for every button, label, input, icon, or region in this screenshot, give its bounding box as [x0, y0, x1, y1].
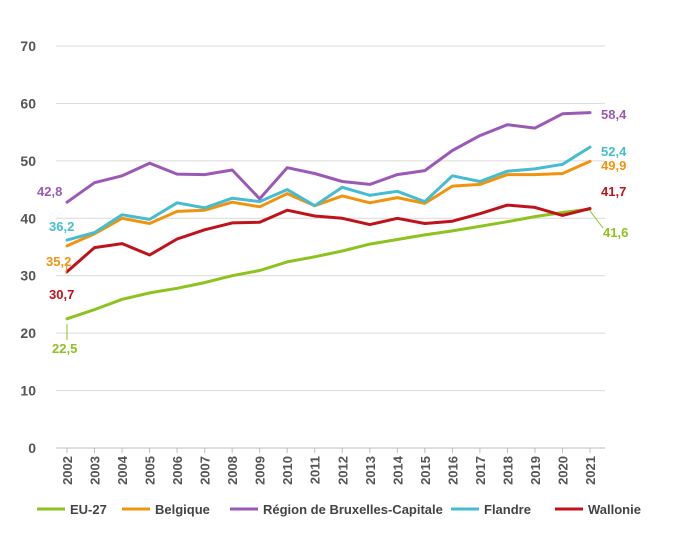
legend-label: Région de Bruxelles-Capitale — [263, 502, 443, 517]
legend-label: Flandre — [484, 502, 531, 517]
y-tick-label: 40 — [20, 210, 36, 226]
series-line-eu-27 — [65, 207, 592, 321]
legend-label: Wallonie — [588, 502, 641, 517]
x-tick-label: 2014 — [390, 455, 405, 485]
data-label: 36,2 — [49, 219, 74, 234]
y-tick-label: 20 — [20, 325, 36, 341]
y-tick-label: 70 — [20, 38, 36, 54]
y-axis: 0 10 20 30 40 50 60 70 — [20, 38, 36, 456]
x-tick-label: 2018 — [500, 456, 515, 485]
y-tick-label: 50 — [20, 153, 36, 169]
leader-line — [589, 210, 604, 229]
x-tick-label: 2015 — [418, 456, 433, 485]
legend: EU-27 Belgique Région de Bruxelles-Capital… — [37, 502, 641, 517]
x-tick-label: 2005 — [143, 456, 158, 485]
x-tick-label: 2016 — [445, 456, 460, 485]
x-tick-label: 2004 — [115, 455, 130, 485]
data-label: 58,4 — [601, 107, 627, 122]
legend-label: EU-27 — [70, 502, 107, 517]
leader-line — [65, 263, 68, 275]
data-label: 52,4 — [601, 144, 627, 159]
x-tick-label: 2002 — [60, 456, 75, 485]
data-label: 22,5 — [52, 341, 77, 356]
data-label: 35,2 — [46, 254, 71, 269]
y-tick-label: 0 — [28, 440, 36, 456]
x-tick-label: 2007 — [198, 456, 213, 485]
x-tick-label: 2021 — [583, 456, 598, 485]
x-tick-label: 2008 — [225, 456, 240, 485]
x-tick-label: 2017 — [473, 456, 488, 485]
x-tick-label: 2006 — [170, 456, 185, 485]
series-line-r-gion-de-bruxelles-capitale — [65, 111, 592, 204]
series-line-flandre — [65, 145, 592, 242]
y-tick-label: 30 — [20, 268, 36, 284]
x-tick-label: 2011 — [308, 456, 323, 484]
data-label: 41,6 — [603, 225, 628, 240]
legend-label: Belgique — [155, 502, 210, 517]
x-tick-label: 2013 — [363, 456, 378, 485]
y-tick-label: 60 — [20, 95, 36, 111]
data-label: 49,9 — [601, 158, 626, 173]
data-label: 41,7 — [601, 184, 626, 199]
y-tick-label: 10 — [20, 383, 36, 399]
series-line-wallonie — [65, 203, 592, 274]
data-labels: 42,8 36,2 35,2 30,7 22,5 58,4 52,449,9 41,7 41,6 — [37, 107, 628, 356]
data-label: 42,8 — [37, 184, 62, 199]
x-tick-label: 2012 — [335, 456, 350, 485]
x-tick-label: 2019 — [528, 456, 543, 485]
x-tick-label: 2010 — [280, 456, 295, 485]
series-lines — [65, 111, 592, 321]
x-tick-label: 2020 — [555, 456, 570, 485]
x-axis: 2002 2003 2004 2005 2006 2007 2008 2009 2010 2011… — [60, 448, 598, 485]
series-line-belgique — [65, 159, 592, 248]
data-label: 30,7 — [49, 287, 74, 302]
x-tick-label: 2009 — [253, 456, 268, 485]
gridlines — [56, 45, 605, 449]
x-tick-label: 2003 — [88, 456, 103, 485]
